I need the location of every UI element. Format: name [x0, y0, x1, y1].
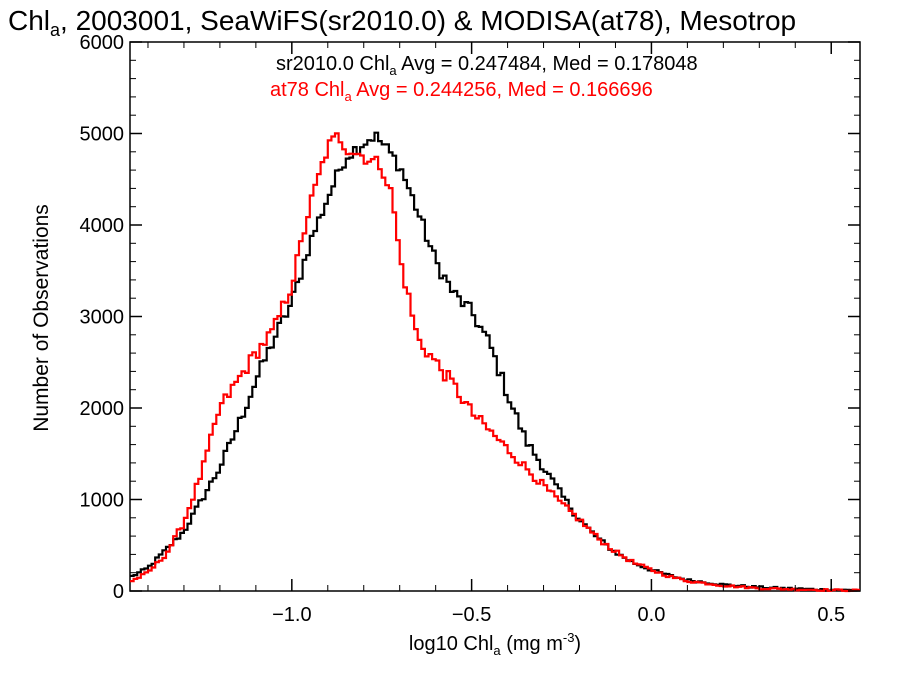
x-axis-label-sup: -3 — [563, 630, 575, 645]
series-group — [130, 131, 860, 593]
plot-frame — [129, 41, 861, 592]
x-axis-label-post: ) — [574, 633, 581, 655]
y-tick-label-3: 3000 — [80, 307, 125, 329]
x-tick-label-0: −1.0 — [272, 604, 311, 626]
chart-title-post: , 2003001, SeaWiFS(sr2010.0) & MODISA(at… — [60, 5, 796, 36]
annotation-sr2010-post: Avg = 0.247484, Med = 0.178048 — [397, 53, 698, 75]
annotation-sr2010-sub: a — [389, 63, 397, 78]
x-axis-label-mid: (mg m — [501, 633, 563, 655]
chart-title: Chla, 2003001, SeaWiFS(sr2010.0) & MODIS… — [8, 5, 796, 40]
annotation-at78-sub: a — [345, 89, 353, 104]
y-tick-label-5: 5000 — [80, 124, 125, 146]
plot-area — [129, 41, 861, 592]
axis-ticks: 0 1000 2000 3000 4000 5000 6000 −1.0 −0.5 0.0 0.5 — [80, 32, 860, 626]
series-line-1 — [130, 132, 860, 593]
x-axis-label: log10 Chla (mg m-3) — [409, 630, 581, 658]
annotation-at78-pre: at78 Chl — [270, 79, 345, 101]
chart-title-sub: a — [50, 20, 61, 40]
y-tick-label-2: 2000 — [80, 398, 125, 420]
annotation-sr2010: sr2010.0 Chla Avg = 0.247484, Med = 0.17… — [276, 53, 698, 78]
chart-title-pre: Chl — [8, 5, 50, 36]
y-axis-label: Number of Observations — [30, 204, 53, 432]
annotation-at78: at78 Chla Avg = 0.244256, Med = 0.166696 — [270, 79, 653, 104]
annotation-sr2010-pre: sr2010.0 Chl — [276, 53, 389, 75]
y-tick-label-4: 4000 — [80, 215, 125, 237]
annotation-at78-post: Avg = 0.244256, Med = 0.166696 — [352, 79, 653, 101]
y-tick-label-6: 6000 — [80, 32, 125, 54]
y-tick-label-0: 0 — [113, 581, 124, 603]
x-tick-label-1: −0.5 — [452, 604, 491, 626]
x-tick-label-2: 0.0 — [638, 604, 666, 626]
x-axis-label-pre: log10 Chl — [409, 633, 494, 655]
x-axis-label-sub: a — [493, 643, 501, 658]
x-tick-label-3: 0.5 — [817, 604, 845, 626]
series-line-0 — [130, 131, 860, 592]
y-tick-label-1: 1000 — [80, 490, 125, 512]
